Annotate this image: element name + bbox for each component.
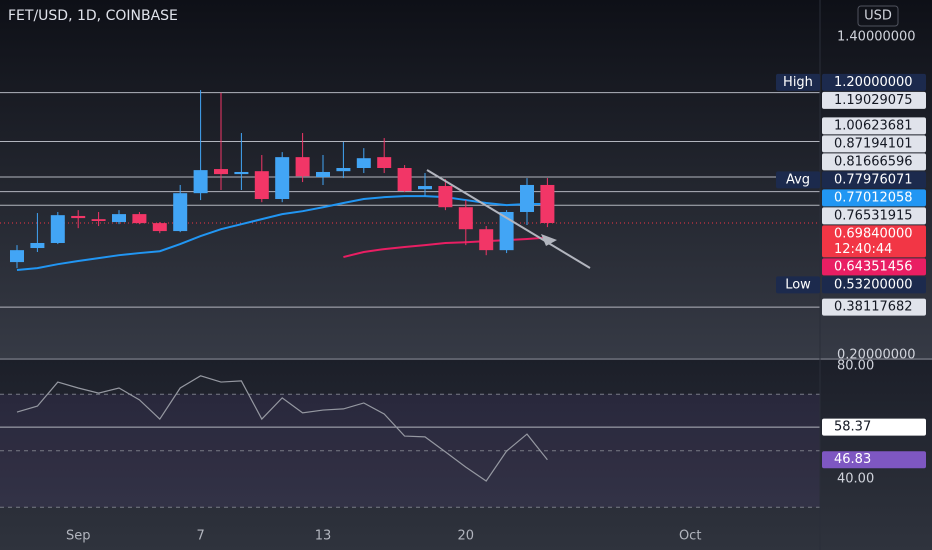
candle-body <box>91 219 106 222</box>
price-label-box <box>822 225 926 258</box>
candle-body <box>458 207 473 230</box>
y-tick-label: 0.20000000 <box>837 348 916 363</box>
candle-body <box>499 211 514 251</box>
moving-average <box>16 195 548 272</box>
candle-body <box>316 171 330 178</box>
price-label-box <box>822 91 926 109</box>
tag-box <box>776 73 820 91</box>
x-tick-label: Sep <box>66 529 91 544</box>
currency[interactable]: USD <box>864 9 892 24</box>
price-label: 0.81666596 <box>834 154 913 169</box>
candle-body <box>112 214 126 223</box>
price-label-box <box>822 418 926 436</box>
price-label: 46.83 <box>834 452 871 467</box>
tag-box <box>776 276 820 294</box>
price-label: 0.38117682 <box>834 300 913 315</box>
rsi-layer <box>0 375 820 508</box>
price-label-box <box>822 451 926 469</box>
price-label-box <box>822 276 926 294</box>
candle-body <box>152 223 167 232</box>
price-label: 1.19029075 <box>834 93 913 108</box>
tag-label: Avg <box>786 172 810 187</box>
x-tick-label: 13 <box>315 529 332 544</box>
candle-body <box>254 171 269 200</box>
x-tick-label: 7 <box>196 529 204 544</box>
candle-body <box>173 193 188 232</box>
candle-body <box>377 157 392 169</box>
candle-body <box>418 186 432 190</box>
tag-label: High <box>783 75 813 90</box>
price-label: 0.69840000 <box>834 226 913 241</box>
price-label-box <box>822 258 926 276</box>
candle-body <box>397 168 412 192</box>
price-label-box <box>822 189 926 207</box>
candle-body <box>356 158 371 169</box>
symbol-title: FET/USD, 1D, COINBASE <box>8 8 178 24</box>
candle-body <box>30 242 45 249</box>
arrow-head <box>541 234 557 246</box>
candle-body <box>275 157 290 200</box>
candle-body <box>295 157 310 177</box>
price-label-box <box>822 73 926 91</box>
candle-body <box>540 184 555 224</box>
candle-body <box>10 250 24 263</box>
candle-body <box>71 215 86 219</box>
candle-body <box>214 169 228 175</box>
price-label: 1.00623681 <box>834 118 913 133</box>
candle-body <box>132 214 147 224</box>
candle-body <box>50 215 65 243</box>
trend-arrow <box>426 169 591 269</box>
price-label: 58.37 <box>834 420 871 435</box>
price-label-box <box>822 153 926 171</box>
price-label: 1.20000000 <box>834 75 913 90</box>
price-label-box <box>822 171 926 189</box>
price-label: 0.53200000 <box>834 277 913 292</box>
y-tick-label: 1.40000000 <box>837 30 916 45</box>
price-label: 0.87194101 <box>834 136 913 151</box>
candle-body <box>520 184 534 212</box>
rsi-pane <box>0 360 932 550</box>
candle-body <box>193 170 208 194</box>
countdown: 12:40:44 <box>834 242 892 257</box>
candle-body <box>479 229 494 251</box>
price-label-box <box>822 117 926 135</box>
currency-button[interactable] <box>857 5 899 27</box>
price-label: 0.64351456 <box>834 259 913 274</box>
candle-body <box>234 171 249 175</box>
x-tick-label: 20 <box>458 529 475 544</box>
tag-box <box>776 171 820 189</box>
rsi-line <box>16 375 548 482</box>
candle-body <box>438 186 453 208</box>
x-tick-label: Oct <box>679 529 701 544</box>
price-label-box <box>822 298 926 316</box>
price-label: 0.77976071 <box>834 172 913 187</box>
axis-labels: 1.40000000 0.20000000 1.20000000 High 1.1902… <box>66 30 926 544</box>
tag-label: Low <box>785 277 811 292</box>
price-label-box <box>822 207 926 225</box>
y-tick-label: 40.00 <box>837 472 874 487</box>
price-layer <box>0 90 820 308</box>
candle-body <box>336 168 351 172</box>
price-label: 0.77012058 <box>834 190 913 205</box>
price-label-box <box>822 135 926 153</box>
trend-line <box>426 169 591 269</box>
y-tick-label: 80.00 <box>837 358 874 373</box>
price-label: 0.76531915 <box>834 208 913 223</box>
